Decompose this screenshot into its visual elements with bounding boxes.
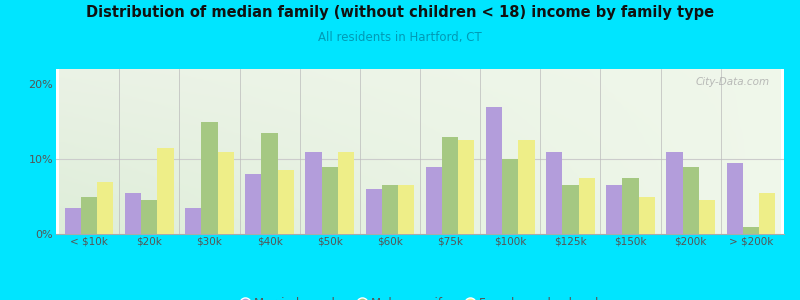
Bar — [759, 193, 775, 234]
Bar — [606, 185, 622, 234]
Bar — [338, 152, 354, 234]
Bar — [426, 167, 442, 234]
Bar — [518, 140, 534, 234]
Bar — [699, 200, 715, 234]
Bar — [502, 159, 518, 234]
Bar — [382, 185, 398, 234]
Bar — [578, 178, 594, 234]
Bar — [278, 170, 294, 234]
Bar — [306, 152, 322, 234]
Text: City-Data.com: City-Data.com — [695, 77, 770, 87]
Bar — [562, 185, 578, 234]
Bar — [638, 196, 655, 234]
Bar — [262, 133, 278, 234]
Bar — [125, 193, 141, 234]
Bar — [666, 152, 682, 234]
Text: All residents in Hartford, CT: All residents in Hartford, CT — [318, 32, 482, 44]
Bar — [322, 167, 338, 234]
Bar — [742, 226, 759, 234]
Bar — [366, 189, 382, 234]
Bar — [218, 152, 234, 234]
Bar — [486, 106, 502, 234]
Text: Distribution of median family (without children < 18) income by family type: Distribution of median family (without c… — [86, 4, 714, 20]
Bar — [65, 208, 81, 234]
Bar — [458, 140, 474, 234]
Bar — [98, 182, 114, 234]
Legend: Married couple, Male, no wife, Female, no husband: Married couple, Male, no wife, Female, n… — [237, 293, 603, 300]
Bar — [81, 196, 98, 234]
Bar — [546, 152, 562, 234]
Bar — [202, 122, 218, 234]
Bar — [141, 200, 158, 234]
Bar — [185, 208, 202, 234]
Bar — [622, 178, 638, 234]
Bar — [246, 174, 262, 234]
Bar — [682, 167, 699, 234]
Bar — [158, 148, 174, 234]
Bar — [726, 163, 742, 234]
Bar — [442, 136, 458, 234]
Bar — [398, 185, 414, 234]
